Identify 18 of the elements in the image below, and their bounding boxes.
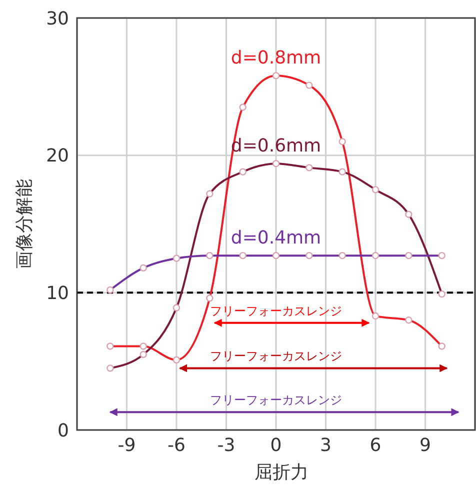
y-tick-label: 0 xyxy=(58,420,69,442)
x-axis-title: 屈折力 xyxy=(254,461,310,484)
annotation: フリーフォーカスレンジ xyxy=(210,304,342,318)
y-tick-label: 10 xyxy=(46,283,69,304)
y-tick-label: 20 xyxy=(46,146,69,167)
annotation: フリーフォーカスレンジ xyxy=(210,393,342,408)
x-tick-label: 0 xyxy=(270,434,282,456)
x-tick-label: 9 xyxy=(420,434,431,456)
y-tick-label: 30 xyxy=(46,8,69,30)
x-tick-label: -6 xyxy=(168,434,186,456)
x-tick-label: 6 xyxy=(370,434,382,456)
x-tick-label: -3 xyxy=(217,434,236,456)
annotation: d=0.4mm xyxy=(230,228,322,249)
x-tick-label: 3 xyxy=(320,434,332,456)
annotation: フリーフォーカスレンジ xyxy=(210,349,342,364)
y-axis-title: 画像分解能 xyxy=(13,179,36,269)
x-tick-label: -9 xyxy=(118,434,136,456)
annotation: d=0.8mm xyxy=(230,48,322,69)
